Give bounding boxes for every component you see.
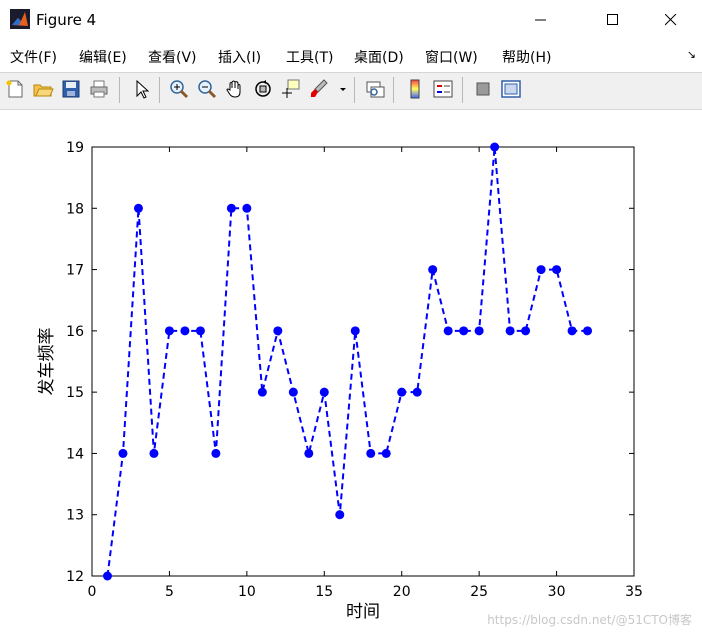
- menu-window[interactable]: 窗口(W): [425, 50, 478, 66]
- data-point: [288, 387, 298, 397]
- x-tick-label: 35: [625, 584, 643, 600]
- data-point: [536, 265, 546, 275]
- menu-file[interactable]: 文件(F): [10, 50, 57, 66]
- close-button[interactable]: [648, 0, 694, 40]
- y-tick-label: 13: [66, 508, 84, 524]
- new-figure-icon[interactable]: [4, 78, 26, 100]
- data-point: [273, 326, 283, 336]
- link-plot-icon[interactable]: [364, 78, 386, 100]
- data-point: [459, 326, 469, 336]
- data-point: [242, 203, 252, 213]
- data-point: [319, 387, 329, 397]
- x-tick-label: 15: [315, 584, 333, 600]
- series-markers: [102, 142, 593, 581]
- data-point: [164, 326, 174, 336]
- toolbar-separator: [462, 77, 463, 103]
- rotate-3d-icon[interactable]: [252, 78, 274, 100]
- axis-ticks: [91, 146, 635, 577]
- menu-edit[interactable]: 编辑(E): [79, 50, 127, 66]
- menu-desktop[interactable]: 桌面(D): [354, 50, 404, 66]
- data-point: [304, 448, 314, 458]
- chevron-down-icon[interactable]: [336, 78, 350, 100]
- data-point: [505, 326, 515, 336]
- minimize-icon: [535, 19, 546, 21]
- y-tick-label: 19: [66, 140, 84, 156]
- show-plot-tools-icon[interactable]: [500, 78, 522, 100]
- print-icon[interactable]: [88, 78, 110, 100]
- zoom-out-icon[interactable]: [196, 78, 218, 100]
- y-tick-label: 12: [66, 569, 84, 585]
- maximize-icon: [607, 14, 618, 25]
- plot-area: [91, 146, 635, 577]
- data-point: [257, 387, 267, 397]
- data-point: [180, 326, 190, 336]
- data-point: [118, 448, 128, 458]
- select-arrow-icon[interactable]: [130, 78, 152, 100]
- data-point: [211, 448, 221, 458]
- menu-view[interactable]: 查看(V): [148, 50, 197, 66]
- menu-tools[interactable]: 工具(T): [286, 50, 334, 66]
- series-line: [106, 146, 588, 577]
- colorbar-icon[interactable]: [404, 78, 426, 100]
- data-point: [350, 326, 360, 336]
- data-point: [149, 448, 159, 458]
- toolbar-separator: [354, 77, 355, 103]
- title-bar: [0, 0, 702, 40]
- data-point: [102, 571, 112, 581]
- x-tick-label: 30: [548, 584, 566, 600]
- y-tick-label: 18: [66, 201, 84, 217]
- menu-help[interactable]: 帮助(H): [502, 50, 552, 66]
- x-axis-label: 时间: [346, 602, 380, 622]
- data-point: [521, 326, 531, 336]
- pan-hand-icon[interactable]: [224, 78, 246, 100]
- matlab-logo-icon: [10, 9, 30, 29]
- data-point: [474, 326, 484, 336]
- window-title: Figure 4: [36, 11, 97, 29]
- data-point: [552, 265, 562, 275]
- zoom-in-icon[interactable]: [168, 78, 190, 100]
- data-cursor-icon[interactable]: [280, 78, 302, 100]
- close-icon: [665, 14, 677, 26]
- menu-insert[interactable]: 插入(I): [218, 50, 262, 66]
- data-point: [490, 142, 500, 152]
- data-point: [567, 326, 577, 336]
- toolbar-separator: [393, 77, 394, 103]
- data-point: [366, 448, 376, 458]
- data-point: [443, 326, 453, 336]
- y-tick-label: 17: [66, 263, 84, 279]
- x-tick-label: 0: [88, 584, 97, 600]
- data-point: [133, 203, 143, 213]
- x-tick-label: 5: [165, 584, 174, 600]
- legend-icon[interactable]: [432, 78, 454, 100]
- y-axis-label: 发车频率: [37, 328, 57, 396]
- brush-icon[interactable]: [308, 78, 330, 100]
- data-point: [381, 448, 391, 458]
- x-tick-label: 10: [238, 584, 256, 600]
- open-file-icon[interactable]: [32, 78, 54, 100]
- data-point: [226, 203, 236, 213]
- toolbar-separator: [119, 77, 120, 103]
- axis-tick-labels: 0 5 10 15 20 25 30 35 12 13 14 15 16 17 18 19: [66, 140, 643, 600]
- hide-plot-tools-icon[interactable]: [472, 78, 494, 100]
- x-tick-label: 20: [393, 584, 411, 600]
- minimize-button[interactable]: [518, 0, 564, 40]
- menu-overflow-arrow-icon[interactable]: ↘: [686, 48, 696, 61]
- x-tick-label: 25: [470, 584, 488, 600]
- menu-bar: [0, 40, 702, 70]
- data-point: [428, 265, 438, 275]
- data-point: [397, 387, 407, 397]
- toolbar-separator: [159, 77, 160, 103]
- figure-toolbar: [0, 72, 702, 110]
- maximize-button[interactable]: [590, 0, 636, 40]
- data-point: [412, 387, 422, 397]
- y-tick-label: 14: [66, 446, 84, 462]
- save-icon[interactable]: [60, 78, 82, 100]
- y-tick-label: 16: [66, 324, 84, 340]
- data-point: [583, 326, 593, 336]
- data-point: [195, 326, 205, 336]
- y-tick-label: 15: [66, 385, 84, 401]
- data-point: [335, 510, 345, 520]
- watermark: https://blog.csdn.net/@51CTO博客: [487, 613, 692, 627]
